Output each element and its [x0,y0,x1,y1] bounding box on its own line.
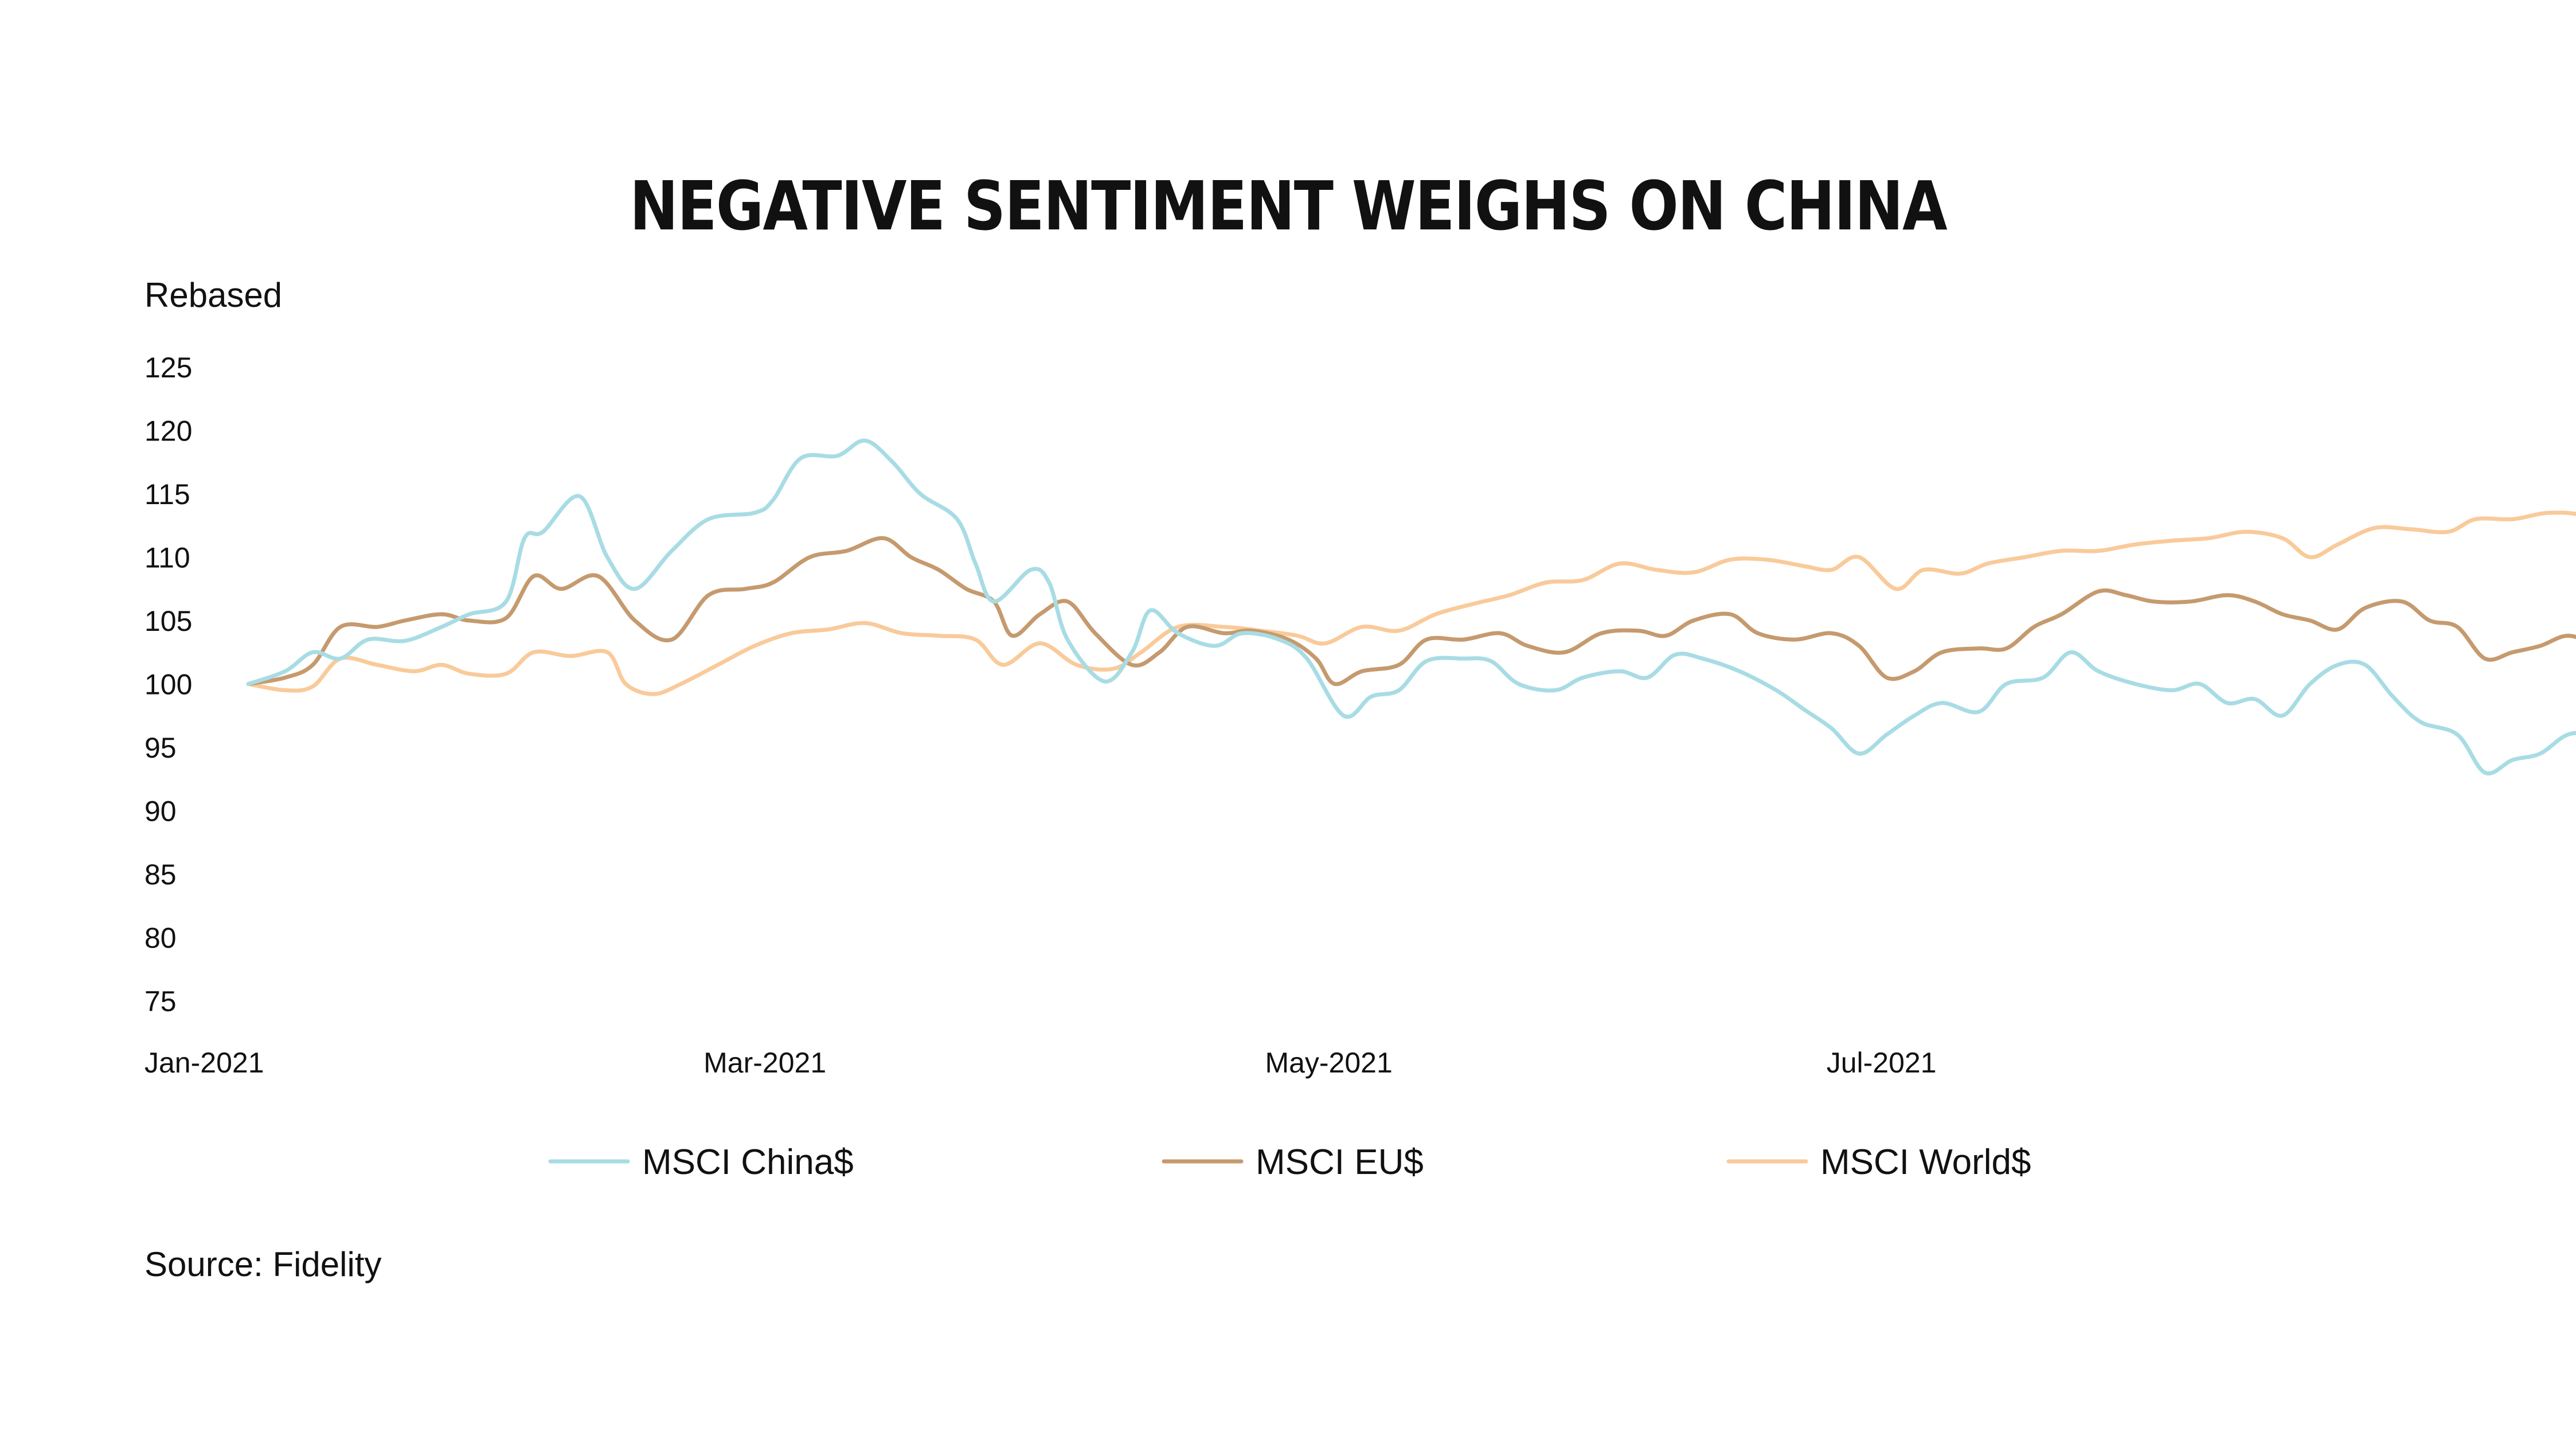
series-line-msci-china [246,438,2576,776]
chart-title: Negative sentiment weighs on China [630,166,1948,245]
x-tick-label: Jan-2021 [144,1047,264,1079]
series-lines [246,438,2576,776]
y-axis-ticks: 125 120 115 110 105 100 95 90 85 80 75 [144,352,192,1017]
y-tick-label: 75 [144,985,177,1017]
legend-label: MSCI EU$ [1256,1142,1424,1182]
y-tick-label: 105 [144,605,192,637]
y-tick-label: 125 [144,352,192,384]
y-tick-label: 110 [144,542,190,574]
legend: MSCI China$ MSCI EU$ MSCI World$ [548,1142,2031,1182]
y-tick-label: 120 [144,415,192,447]
legend-label: MSCI China$ [642,1142,854,1182]
y-tick-label: 115 [144,478,190,510]
x-tick-label: May-2021 [1265,1047,1392,1079]
y-tick-label: 90 [144,795,177,828]
y-axis-label: Rebased [144,276,283,314]
series-line-msci-world [246,510,2576,696]
y-tick-label: 85 [144,859,177,891]
y-tick-label: 95 [144,732,177,764]
source-note: Source: Fidelity [144,1245,382,1284]
series-line-msci-eu [246,536,2576,687]
x-tick-label: Mar-2021 [703,1047,826,1079]
y-tick-label: 80 [144,922,177,954]
x-tick-label: Jul-2021 [1827,1047,1937,1079]
x-axis-ticks: Jan-2021 Mar-2021 May-2021 Jul-2021 [144,1047,1937,1079]
y-tick-label: 100 [144,669,192,701]
legend-label: MSCI World$ [1820,1142,2031,1182]
